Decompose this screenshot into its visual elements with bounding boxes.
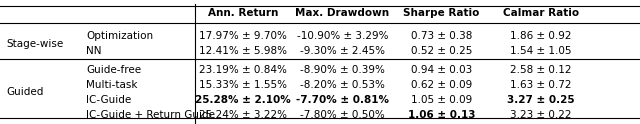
Text: -7.70% ± 0.81%: -7.70% ± 0.81%: [296, 95, 389, 105]
Text: 23.19% ± 0.84%: 23.19% ± 0.84%: [199, 65, 287, 75]
Text: 0.62 ± 0.09: 0.62 ± 0.09: [411, 80, 472, 90]
Text: 3.27 ± 0.25: 3.27 ± 0.25: [507, 95, 575, 105]
Text: 17.97% ± 9.70%: 17.97% ± 9.70%: [199, 31, 287, 41]
Text: 1.05 ± 0.09: 1.05 ± 0.09: [411, 95, 472, 105]
Text: 3.23 ± 0.22: 3.23 ± 0.22: [510, 110, 572, 120]
Text: IC-Guide: IC-Guide: [86, 95, 132, 105]
Text: NN: NN: [86, 46, 102, 56]
Text: 0.73 ± 0.38: 0.73 ± 0.38: [411, 31, 472, 41]
Text: -7.80% ± 0.50%: -7.80% ± 0.50%: [300, 110, 385, 120]
Text: Calmar Ratio: Calmar Ratio: [503, 8, 579, 18]
Text: Sharpe Ratio: Sharpe Ratio: [403, 8, 480, 18]
Text: -8.20% ± 0.53%: -8.20% ± 0.53%: [300, 80, 385, 90]
Text: IC-Guide + Return Guide: IC-Guide + Return Guide: [86, 110, 216, 120]
Text: -10.90% ± 3.29%: -10.90% ± 3.29%: [297, 31, 388, 41]
Text: 1.54 ± 1.05: 1.54 ± 1.05: [510, 46, 572, 56]
Text: 12.41% ± 5.98%: 12.41% ± 5.98%: [199, 46, 287, 56]
Text: Max. Drawdown: Max. Drawdown: [295, 8, 390, 18]
Text: Ann. Return: Ann. Return: [208, 8, 278, 18]
Text: 15.33% ± 1.55%: 15.33% ± 1.55%: [199, 80, 287, 90]
Text: Multi-task: Multi-task: [86, 80, 138, 90]
Text: 0.94 ± 0.03: 0.94 ± 0.03: [411, 65, 472, 75]
Text: 1.63 ± 0.72: 1.63 ± 0.72: [510, 80, 572, 90]
Text: -9.30% ± 2.45%: -9.30% ± 2.45%: [300, 46, 385, 56]
Text: Optimization: Optimization: [86, 31, 154, 41]
Text: Guided: Guided: [6, 87, 44, 97]
Text: 25.24% ± 3.22%: 25.24% ± 3.22%: [199, 110, 287, 120]
Text: 25.28% ± 2.10%: 25.28% ± 2.10%: [195, 95, 291, 105]
Text: Guide-free: Guide-free: [86, 65, 141, 75]
Text: 0.52 ± 0.25: 0.52 ± 0.25: [411, 46, 472, 56]
Text: 2.58 ± 0.12: 2.58 ± 0.12: [510, 65, 572, 75]
Text: 1.86 ± 0.92: 1.86 ± 0.92: [510, 31, 572, 41]
Text: Stage-wise: Stage-wise: [6, 39, 63, 49]
Text: -8.90% ± 0.39%: -8.90% ± 0.39%: [300, 65, 385, 75]
Text: 1.06 ± 0.13: 1.06 ± 0.13: [408, 110, 476, 120]
